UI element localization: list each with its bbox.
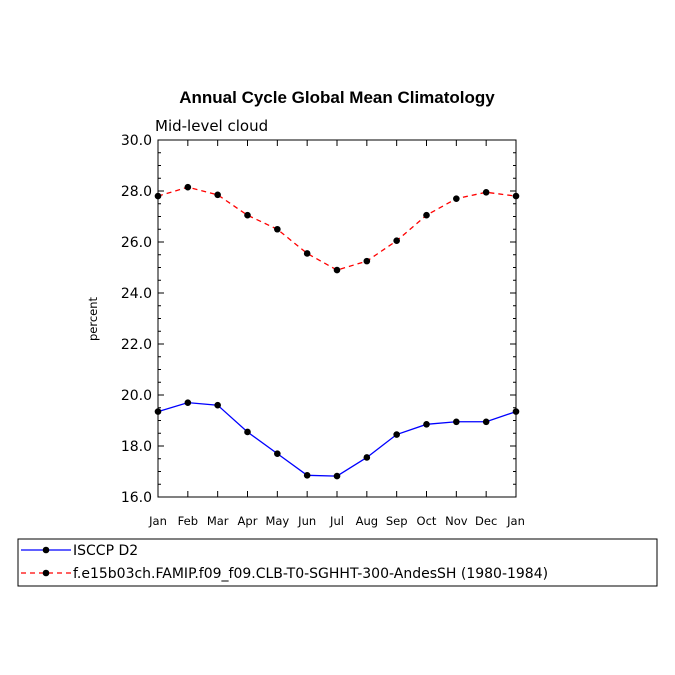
data-point — [512, 408, 520, 415]
chart-subtitle: Mid-level cloud — [155, 117, 268, 135]
y-tick-label: 30.0 — [121, 133, 152, 149]
series-layer — [154, 183, 520, 480]
data-point — [154, 408, 162, 415]
legend: ISCCP D2 f.e15b03ch.FAMIP.f09_f09.CLB-T0-… — [17, 538, 658, 587]
x-tick-label: Apr — [238, 514, 258, 528]
data-point — [333, 472, 341, 480]
x-tick-label: Dec — [475, 514, 497, 528]
data-point — [244, 211, 251, 219]
legend-label: f.e15b03ch.FAMIP.f09_f09.CLB-T0-SGHHT-30… — [73, 566, 548, 582]
data-point — [244, 428, 251, 436]
x-tick-label: Oct — [417, 514, 437, 528]
x-tick-label: Jul — [329, 514, 344, 528]
data-point — [303, 250, 311, 257]
y-tick-label: 24.0 — [121, 286, 152, 302]
data-point — [453, 195, 460, 202]
data-point — [393, 431, 400, 438]
data-point — [184, 399, 192, 406]
y-tick-label: 16.0 — [121, 490, 152, 506]
data-point — [423, 211, 430, 219]
data-point — [184, 183, 192, 191]
x-tick-label: Sep — [386, 514, 408, 528]
data-point — [333, 266, 341, 274]
series-line — [157, 186, 517, 271]
y-tick-label: 22.0 — [121, 337, 152, 353]
series-2 — [154, 183, 520, 274]
data-point — [214, 191, 221, 199]
data-point — [363, 454, 371, 461]
y-tick-label: 26.0 — [121, 235, 152, 251]
x-tick-label: Aug — [356, 514, 378, 528]
legend-swatch-marker — [42, 546, 50, 554]
x-tick-label: May — [265, 514, 289, 528]
data-point — [363, 257, 371, 265]
x-tick-label: Jan — [148, 514, 167, 528]
axes: 16.0 18.0 20.0 22.0 24.0 26.0 28.0 30.0 Jan Feb Ma… — [121, 133, 525, 528]
y-tick-label: 20.0 — [121, 388, 152, 404]
y-tick-label: 18.0 — [121, 439, 152, 455]
x-tick-label: Nov — [445, 514, 468, 528]
chart-title: Annual Cycle Global Mean Climatology — [179, 88, 495, 107]
y-tick-label: 28.0 — [121, 184, 152, 200]
data-point — [393, 237, 400, 245]
data-point — [274, 450, 281, 457]
y-axis-label: percent — [86, 296, 100, 341]
x-tick-label: Jan — [506, 514, 525, 528]
x-tick-label: Mar — [207, 514, 229, 528]
series-1 — [154, 399, 520, 480]
data-point — [512, 192, 520, 200]
legend-label: ISCCP D2 — [73, 543, 138, 559]
data-point — [154, 192, 162, 200]
x-tick-label: Feb — [178, 514, 198, 528]
data-point — [453, 418, 460, 426]
data-point — [274, 225, 281, 233]
data-point — [482, 418, 490, 426]
data-point — [423, 421, 430, 428]
data-point — [214, 401, 221, 409]
data-point — [482, 188, 490, 196]
legend-swatch-marker — [42, 569, 50, 577]
data-point — [303, 472, 311, 479]
series-line — [157, 401, 517, 477]
legend-box — [17, 538, 658, 587]
x-tick-label: Jun — [297, 514, 316, 528]
